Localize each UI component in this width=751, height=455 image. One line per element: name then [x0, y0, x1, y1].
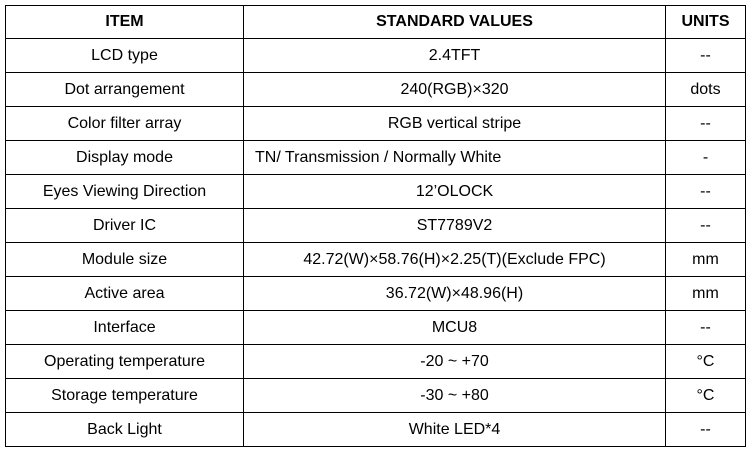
value-cell: White LED*4	[243, 412, 666, 447]
value-cell: 240(RGB)×320	[243, 72, 666, 107]
value-cell: MCU8	[243, 310, 666, 345]
unit-cell: -	[665, 140, 746, 175]
spec-row: Display mode TN/ Transmission / Normally …	[5, 140, 746, 175]
spec-row: LCD type 2.4TFT --	[5, 38, 746, 73]
unit-cell: --	[665, 412, 746, 447]
table-head: ITEM STANDARD VALUES UNITS	[5, 5, 746, 39]
value-cell: RGB vertical stripe	[243, 106, 666, 141]
header-row: ITEM STANDARD VALUES UNITS	[5, 5, 746, 39]
header-cell: ITEM	[5, 5, 244, 39]
item-cell: Eyes Viewing Direction	[5, 174, 244, 209]
unit-cell: °C	[665, 378, 746, 413]
item-cell: Display mode	[5, 140, 244, 175]
value-cell: 2.4TFT	[243, 38, 666, 73]
value-cell: -20 ~ +70	[243, 344, 666, 379]
spec-row: Module size 42.72(W)×58.76(H)×2.25(T)(Exc…	[5, 242, 746, 277]
item-cell: Driver IC	[5, 208, 244, 243]
value-cell: 42.72(W)×58.76(H)×2.25(T)(Exclude FPC)	[243, 242, 666, 277]
spec-row: Operating temperature -20 ~ +70 °C	[5, 344, 746, 379]
value-cell: -30 ~ +80	[243, 378, 666, 413]
spec-row: Back Light White LED*4 --	[5, 412, 746, 447]
unit-cell: °C	[665, 344, 746, 379]
unit-cell: mm	[665, 276, 746, 311]
spec-row: Eyes Viewing Direction 12’OLOCK --	[5, 174, 746, 209]
item-cell: Storage temperature	[5, 378, 244, 413]
item-cell: LCD type	[5, 38, 244, 73]
item-cell: Operating temperature	[5, 344, 244, 379]
unit-cell: --	[665, 310, 746, 345]
spec-row: Storage temperature -30 ~ +80 °C	[5, 378, 746, 413]
value-cell: 12’OLOCK	[243, 174, 666, 209]
item-cell: Active area	[5, 276, 244, 311]
item-cell: Dot arrangement	[5, 72, 244, 107]
spec-table: ITEM STANDARD VALUES UNITS LCD type 2.4TF…	[5, 5, 746, 447]
item-cell: Back Light	[5, 412, 244, 447]
item-cell: Color filter array	[5, 106, 244, 141]
header-cell: STANDARD VALUES	[243, 5, 666, 39]
value-cell: 36.72(W)×48.96(H)	[243, 276, 666, 311]
unit-cell: --	[665, 106, 746, 141]
value-cell: ST7789V2	[243, 208, 666, 243]
header-cell: UNITS	[665, 5, 746, 39]
unit-cell: --	[665, 208, 746, 243]
value-cell: TN/ Transmission / Normally White	[243, 140, 666, 175]
unit-cell: --	[665, 38, 746, 73]
spec-row: Color filter array RGB vertical stripe --	[5, 106, 746, 141]
table-body: LCD type 2.4TFT -- Dot arrangement 240(RGB)×…	[5, 38, 746, 447]
spec-row: Active area 36.72(W)×48.96(H) mm	[5, 276, 746, 311]
unit-cell: mm	[665, 242, 746, 277]
spec-row: Interface MCU8 --	[5, 310, 746, 345]
unit-cell: dots	[665, 72, 746, 107]
item-cell: Interface	[5, 310, 244, 345]
spec-row: Dot arrangement 240(RGB)×320 dots	[5, 72, 746, 107]
spec-row: Driver IC ST7789V2 --	[5, 208, 746, 243]
item-cell: Module size	[5, 242, 244, 277]
unit-cell: --	[665, 174, 746, 209]
